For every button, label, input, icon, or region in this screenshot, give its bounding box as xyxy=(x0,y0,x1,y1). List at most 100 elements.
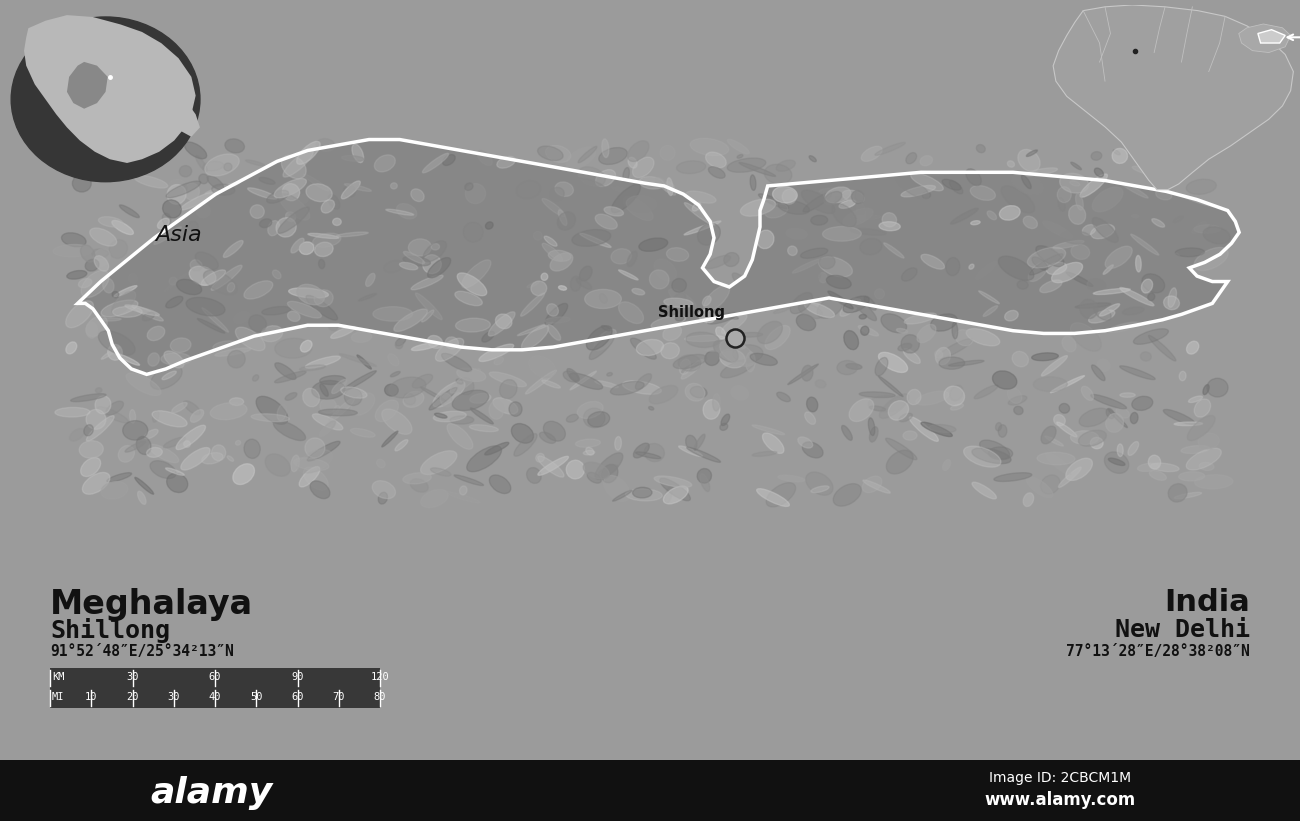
Ellipse shape xyxy=(494,357,503,365)
Ellipse shape xyxy=(771,221,780,231)
Ellipse shape xyxy=(906,153,916,163)
Ellipse shape xyxy=(1009,396,1027,405)
Ellipse shape xyxy=(636,452,660,459)
Ellipse shape xyxy=(273,420,306,441)
Ellipse shape xyxy=(495,314,512,328)
Ellipse shape xyxy=(994,473,1032,481)
Ellipse shape xyxy=(465,184,486,204)
Ellipse shape xyxy=(1071,163,1082,170)
Ellipse shape xyxy=(291,455,299,471)
Bar xyxy=(0,760,1300,821)
Ellipse shape xyxy=(190,259,202,271)
Ellipse shape xyxy=(881,314,906,333)
Ellipse shape xyxy=(69,429,84,441)
Ellipse shape xyxy=(703,286,729,311)
Ellipse shape xyxy=(536,453,545,462)
Ellipse shape xyxy=(1052,263,1083,282)
Ellipse shape xyxy=(750,175,755,190)
Ellipse shape xyxy=(1054,415,1065,426)
Ellipse shape xyxy=(546,145,571,163)
Ellipse shape xyxy=(103,278,114,293)
Ellipse shape xyxy=(1109,458,1124,466)
Ellipse shape xyxy=(698,223,720,245)
Ellipse shape xyxy=(86,410,105,429)
Ellipse shape xyxy=(1091,394,1127,409)
Ellipse shape xyxy=(181,447,211,470)
Ellipse shape xyxy=(611,249,632,264)
Ellipse shape xyxy=(690,138,729,156)
Ellipse shape xyxy=(148,353,160,366)
Ellipse shape xyxy=(143,312,155,321)
Ellipse shape xyxy=(55,407,90,417)
Ellipse shape xyxy=(403,473,432,484)
Ellipse shape xyxy=(176,425,205,450)
Ellipse shape xyxy=(138,491,146,504)
Ellipse shape xyxy=(819,188,852,195)
Ellipse shape xyxy=(623,167,629,181)
Ellipse shape xyxy=(797,314,815,331)
Text: 80: 80 xyxy=(374,692,386,702)
Ellipse shape xyxy=(988,447,1013,460)
Text: www.alamy.com: www.alamy.com xyxy=(984,791,1136,809)
Ellipse shape xyxy=(898,413,913,422)
Ellipse shape xyxy=(165,468,185,475)
Ellipse shape xyxy=(875,357,888,376)
Ellipse shape xyxy=(694,434,705,450)
Ellipse shape xyxy=(306,356,341,368)
Ellipse shape xyxy=(202,308,229,333)
Text: 30: 30 xyxy=(126,672,139,682)
Ellipse shape xyxy=(819,255,835,268)
Ellipse shape xyxy=(1058,197,1065,211)
Ellipse shape xyxy=(424,241,446,262)
Ellipse shape xyxy=(810,267,820,281)
Ellipse shape xyxy=(992,371,1017,389)
Ellipse shape xyxy=(390,183,398,189)
Ellipse shape xyxy=(1119,366,1156,379)
Ellipse shape xyxy=(685,435,697,450)
Ellipse shape xyxy=(399,263,417,270)
Ellipse shape xyxy=(101,300,138,317)
Ellipse shape xyxy=(511,424,533,443)
Ellipse shape xyxy=(105,401,124,415)
Ellipse shape xyxy=(803,192,832,212)
Ellipse shape xyxy=(520,293,545,316)
Ellipse shape xyxy=(1091,438,1104,449)
Ellipse shape xyxy=(266,190,289,203)
Ellipse shape xyxy=(283,150,313,177)
Ellipse shape xyxy=(697,469,711,483)
Ellipse shape xyxy=(211,402,247,420)
Ellipse shape xyxy=(676,315,684,321)
Ellipse shape xyxy=(421,451,456,475)
Ellipse shape xyxy=(897,328,907,333)
Ellipse shape xyxy=(758,194,789,209)
Ellipse shape xyxy=(442,353,472,372)
Ellipse shape xyxy=(1027,247,1066,268)
Ellipse shape xyxy=(543,421,566,441)
Ellipse shape xyxy=(705,351,719,365)
Ellipse shape xyxy=(84,157,104,174)
Ellipse shape xyxy=(434,413,447,418)
Ellipse shape xyxy=(382,409,412,434)
Ellipse shape xyxy=(196,204,211,218)
Ellipse shape xyxy=(875,142,905,155)
Ellipse shape xyxy=(811,486,829,493)
Ellipse shape xyxy=(446,337,459,349)
Ellipse shape xyxy=(920,255,945,269)
Ellipse shape xyxy=(686,333,719,347)
Ellipse shape xyxy=(823,227,862,241)
Ellipse shape xyxy=(827,275,852,289)
Ellipse shape xyxy=(339,354,376,366)
Ellipse shape xyxy=(99,331,135,355)
Ellipse shape xyxy=(66,342,77,354)
Ellipse shape xyxy=(311,481,330,498)
Text: Meghalaya: Meghalaya xyxy=(49,588,254,621)
Ellipse shape xyxy=(916,391,949,405)
Ellipse shape xyxy=(430,468,451,476)
Ellipse shape xyxy=(983,305,997,316)
Ellipse shape xyxy=(174,220,191,232)
Ellipse shape xyxy=(185,142,207,158)
Ellipse shape xyxy=(633,443,649,458)
Ellipse shape xyxy=(974,385,998,399)
Ellipse shape xyxy=(681,360,703,379)
Ellipse shape xyxy=(109,240,127,259)
